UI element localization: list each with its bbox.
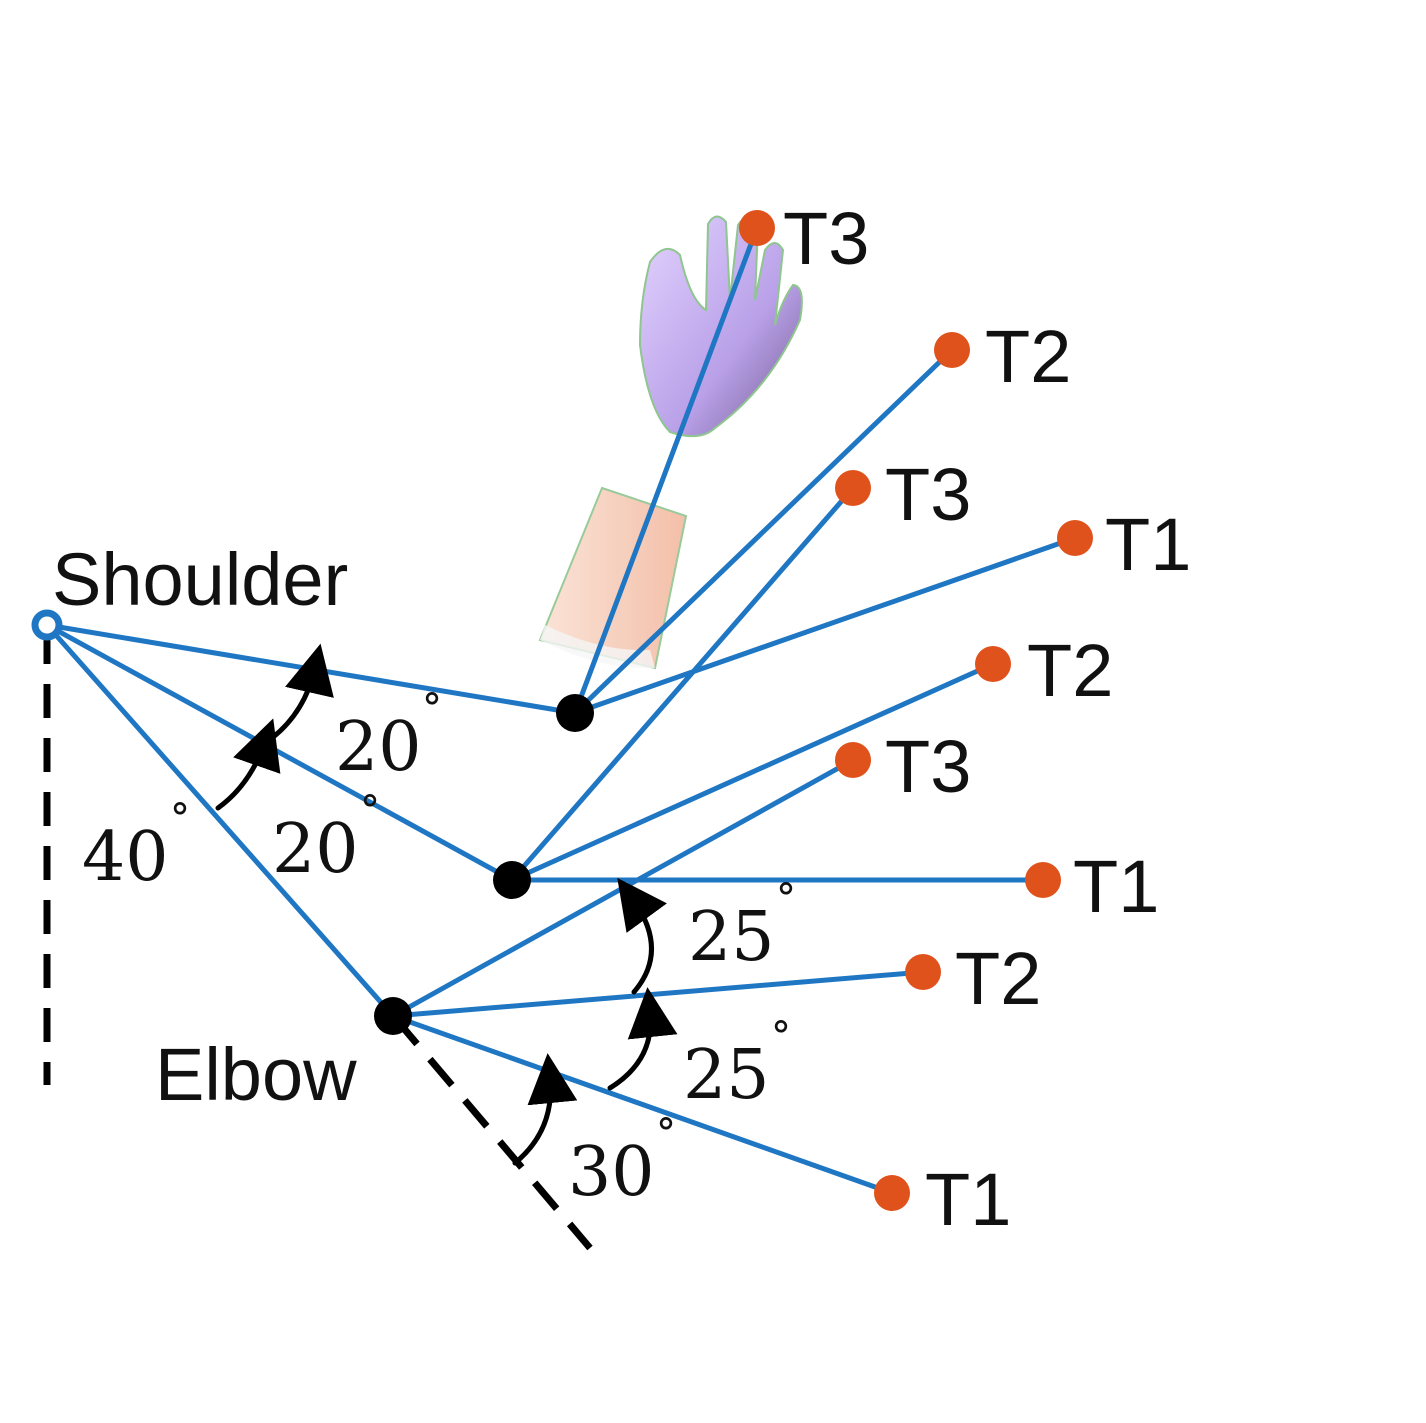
target-point xyxy=(1057,520,1093,556)
forearm-segment-t1-low xyxy=(390,1013,895,1196)
forearm-model xyxy=(538,486,688,670)
angle-label: 30 xyxy=(568,1133,655,1212)
target-point xyxy=(835,742,871,778)
degree-symbol: ° xyxy=(776,876,796,922)
forearm-segment-t2-low xyxy=(390,969,926,1019)
shoulder-label: Shoulder xyxy=(52,538,348,621)
elbow-joint-3 xyxy=(374,997,412,1035)
elbow-joint-1 xyxy=(556,694,594,732)
angle-arc-30 xyxy=(512,1053,578,1166)
angle-label: 20 xyxy=(272,810,359,889)
target-point xyxy=(905,954,941,990)
target-label: T1 xyxy=(1073,845,1159,928)
forearm-segment-t2-top xyxy=(572,347,955,716)
target-label: T3 xyxy=(885,725,971,808)
elbow-joint-2 xyxy=(493,861,531,899)
target-label: T3 xyxy=(783,197,869,280)
target-label: T1 xyxy=(1105,503,1191,586)
target-point xyxy=(739,210,775,246)
degree-symbol: ° xyxy=(170,796,190,842)
forearm-segment-t1-top xyxy=(572,535,1078,716)
forearm-segment-t3-top xyxy=(572,225,760,716)
angle-label: 40 xyxy=(82,818,169,897)
target-label: T2 xyxy=(1027,629,1113,712)
angle-arc-40 xyxy=(215,718,281,811)
target-point xyxy=(874,1175,910,1211)
target-label: T3 xyxy=(885,453,971,536)
target-label: T2 xyxy=(985,315,1071,398)
upper-arm-segment-3 xyxy=(44,622,396,1019)
degree-symbol: ° xyxy=(656,1111,676,1157)
degree-symbol: ° xyxy=(771,1014,791,1060)
target-label: T2 xyxy=(955,937,1041,1020)
angle-label: 25 xyxy=(688,898,775,977)
degree-symbol: ° xyxy=(422,686,442,732)
target-point xyxy=(975,646,1011,682)
angle-arc-25-lower xyxy=(607,987,678,1091)
target-label: T1 xyxy=(925,1158,1011,1241)
target-point xyxy=(934,332,970,368)
angle-label: 25 xyxy=(683,1036,770,1115)
forearm-segment-t3-mid xyxy=(509,485,856,883)
elbow-label: Elbow xyxy=(155,1033,357,1116)
target-point xyxy=(835,470,871,506)
angle-arc-20-upper xyxy=(269,643,334,741)
angle-arc-25-upper xyxy=(617,877,667,995)
forearm-segment-t2-mid xyxy=(509,661,996,883)
shoulder-joint xyxy=(31,609,63,641)
target-point xyxy=(1025,862,1061,898)
degree-symbol: ° xyxy=(360,788,380,834)
angle-label: 20 xyxy=(335,708,422,787)
